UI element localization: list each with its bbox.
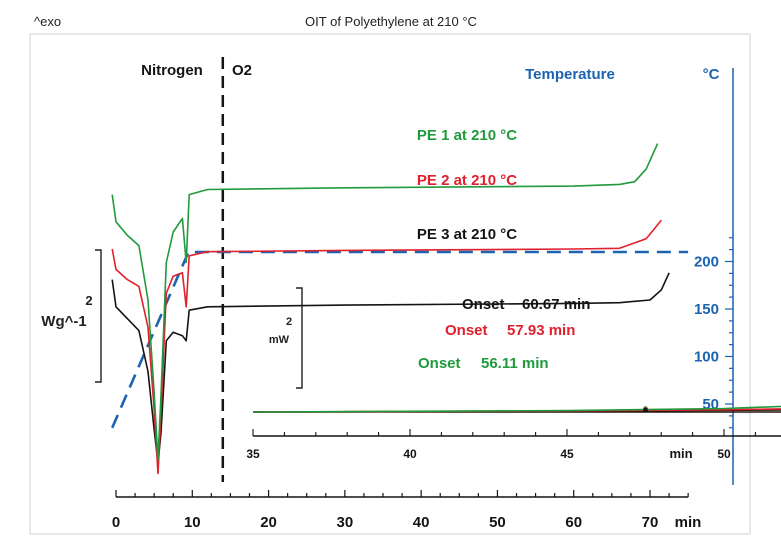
main-x-tick-label: 40	[413, 514, 430, 531]
inset-scale-value: 2	[286, 316, 292, 328]
nitrogen-label: Nitrogen	[141, 62, 203, 79]
inset-series-line-pe1	[252, 405, 781, 413]
main-x-tick-label: 0	[112, 514, 120, 531]
right-axis-unit: °C	[703, 66, 720, 83]
onset-label-pe1: Onset 56.11 min	[418, 355, 549, 372]
inset-scale-bar	[296, 287, 303, 389]
inset-x-tick-label: 45	[560, 447, 574, 461]
main-x-tick-label: 50	[489, 514, 506, 531]
main-plot-layer: 0 10 20 30 40 50 60 70 50 100 150 200	[111, 57, 734, 531]
main-x-tick-label: 60	[565, 514, 582, 531]
right-axis-tick-label: 100	[694, 349, 719, 366]
curve-label-pe2: PE 2 at 210 °C	[417, 172, 517, 189]
series-line-pe3	[111, 272, 670, 465]
onset-word-pe1: Onset	[418, 355, 461, 372]
inset-x-tick-label: 50	[717, 447, 731, 461]
right-axis-tick-label: 150	[694, 301, 719, 318]
main-x-unit: min	[675, 514, 702, 531]
left-scale-bar	[95, 249, 102, 383]
onset-value-pe3: 60.67 min	[522, 296, 590, 313]
onset-value-pe1: 56.11 min	[481, 355, 549, 372]
inset-plot-layer: 354045505560	[246, 405, 781, 461]
inset-limit-marker-pe3	[643, 407, 648, 413]
series-line-pe1	[111, 143, 659, 461]
exo-label: ^exo	[34, 14, 61, 29]
series-line-pe2	[111, 219, 663, 475]
left-scale-value: 2	[85, 293, 92, 308]
chart-title: OIT of Polyethylene at 210 °C	[305, 14, 477, 29]
oxygen-label: O2	[232, 62, 252, 79]
main-x-tick-label: 10	[184, 514, 201, 531]
main-x-tick-label: 70	[642, 514, 659, 531]
main-x-tick-label: 20	[260, 514, 277, 531]
curve-label-pe1: PE 1 at 210 °C	[417, 127, 517, 144]
onset-word-pe2: Onset	[445, 322, 488, 339]
right-axis-tick-label: 200	[694, 254, 719, 271]
inset-x-tick-label: 35	[246, 447, 260, 461]
temperature-label: Temperature	[525, 66, 615, 83]
inset-x-tick-label: 40	[403, 447, 417, 461]
main-x-tick-label: 30	[337, 514, 354, 531]
inset-scale-unit: mW	[269, 334, 290, 346]
onset-label-pe2: Onset 57.93 min	[445, 322, 575, 339]
inset-x-unit: min	[669, 446, 692, 461]
curve-label-pe3: PE 3 at 210 °C	[417, 226, 517, 243]
plot-frame	[29, 33, 751, 535]
onset-value-pe2: 57.93 min	[507, 322, 575, 339]
left-scale-unit: Wg^-1	[41, 313, 86, 330]
